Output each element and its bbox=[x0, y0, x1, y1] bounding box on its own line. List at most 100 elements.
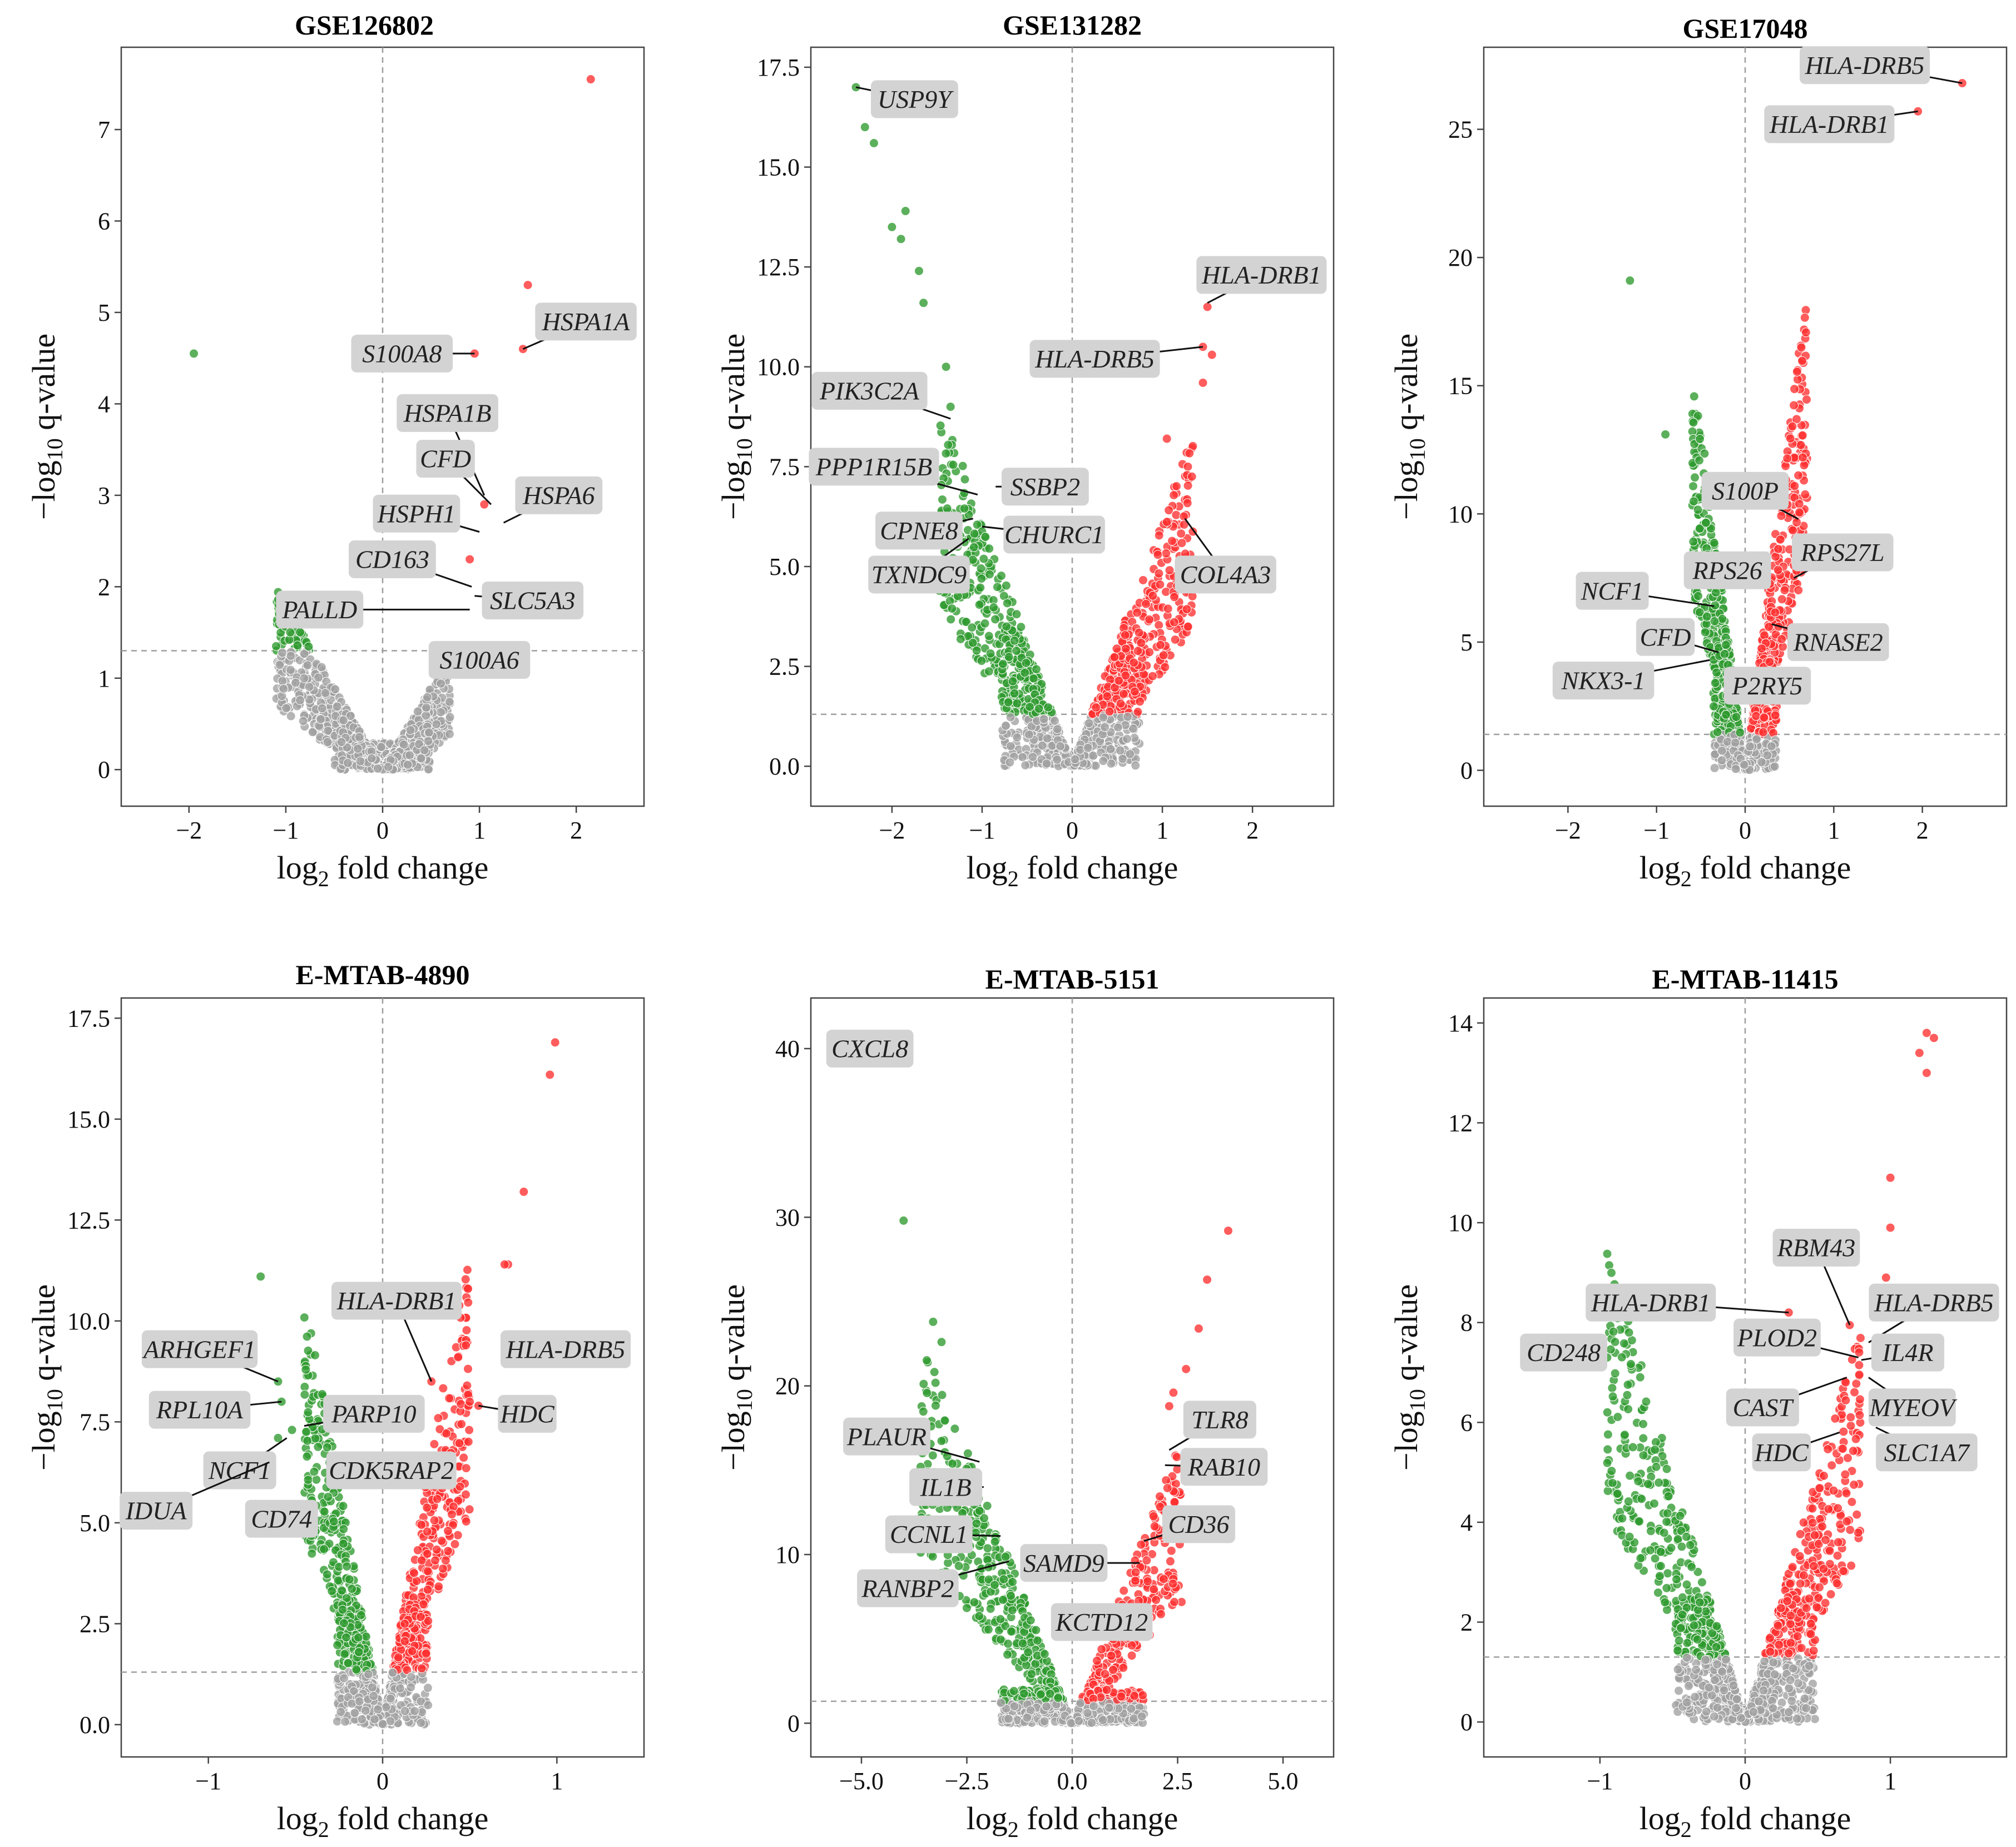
gene-point bbox=[1005, 712, 1016, 722]
gene-point bbox=[1145, 647, 1155, 657]
gene-point bbox=[1688, 418, 1698, 428]
gene-point bbox=[349, 1686, 359, 1696]
gene-point bbox=[1731, 764, 1741, 774]
gene-point bbox=[422, 703, 432, 713]
panel-title: E-MTAB-4890 bbox=[296, 959, 470, 990]
gene-point bbox=[1148, 671, 1158, 681]
gene-label: HLA-DRB1 bbox=[1769, 110, 1889, 138]
gene-point-outlier bbox=[586, 75, 596, 85]
gene-point bbox=[1802, 395, 1812, 405]
y-tick-label: 0.0 bbox=[769, 753, 800, 780]
gene-point bbox=[1797, 430, 1807, 440]
y-axis-label: −log10 q-value bbox=[26, 1284, 67, 1471]
gene-point bbox=[1104, 707, 1115, 717]
y-axis-label: −log10 q-value bbox=[1388, 334, 1430, 520]
gene-point bbox=[462, 1381, 472, 1391]
gene-point bbox=[1722, 737, 1732, 747]
gene-point bbox=[304, 682, 314, 692]
gene-point bbox=[436, 707, 446, 717]
gene-point bbox=[332, 1716, 342, 1726]
volcano-panel-4: E-MTAB-4890−1 0 10.02.55.07.510.012.515.01… bbox=[26, 959, 645, 1842]
gene-label-box bbox=[397, 394, 498, 432]
gene-point bbox=[436, 678, 446, 688]
gene-point bbox=[464, 1425, 474, 1435]
gene-point bbox=[1701, 518, 1711, 528]
gene-point bbox=[1009, 635, 1019, 646]
gene-point bbox=[347, 1584, 357, 1594]
gene-point bbox=[1148, 590, 1158, 600]
gene-point bbox=[453, 1352, 463, 1362]
gene-point bbox=[1796, 420, 1806, 430]
gene-point bbox=[1134, 628, 1144, 638]
data-points bbox=[189, 75, 596, 774]
gene-point bbox=[1037, 741, 1047, 751]
gene-point bbox=[440, 1556, 450, 1566]
gene-point bbox=[432, 1494, 442, 1504]
gene-point bbox=[1083, 743, 1093, 753]
gene-point bbox=[1162, 517, 1172, 527]
gene-label-box bbox=[1175, 555, 1276, 594]
gene-point bbox=[303, 1475, 313, 1485]
gene-point bbox=[1182, 604, 1192, 614]
gene-point bbox=[1005, 757, 1015, 767]
gene-point bbox=[299, 1313, 309, 1323]
gene-label: CD163 bbox=[355, 545, 429, 574]
gene-point bbox=[1135, 697, 1145, 707]
y-tick-label: 7 bbox=[98, 116, 110, 143]
gene-point bbox=[1720, 649, 1730, 659]
gene-point bbox=[409, 1568, 419, 1578]
gene-label-box bbox=[811, 371, 928, 410]
volcano-panel-2: GSE131282−2 −1 0 1 20.02.55.07.510.012.515.0… bbox=[715, 9, 1335, 891]
gene-point bbox=[1016, 622, 1026, 632]
gene-point bbox=[341, 1593, 351, 1603]
x-tick-label: −2 bbox=[176, 817, 202, 844]
x-tick-label: 2 bbox=[570, 817, 582, 844]
gene-point bbox=[1794, 508, 1804, 518]
gene-point bbox=[293, 641, 303, 651]
gene-point bbox=[443, 1526, 453, 1536]
gene-point bbox=[1721, 710, 1731, 720]
gene-point bbox=[444, 697, 454, 707]
gene-label-box bbox=[1552, 662, 1655, 700]
gene-point bbox=[405, 750, 415, 760]
gene-point bbox=[309, 1467, 319, 1477]
gene-point bbox=[304, 642, 314, 652]
y-tick-label: 0.0 bbox=[80, 1711, 110, 1739]
gene-point bbox=[1796, 342, 1806, 352]
gene-point bbox=[319, 1544, 329, 1554]
gene-point bbox=[979, 554, 989, 564]
gene-point bbox=[969, 529, 979, 539]
x-tick-label: 1 bbox=[551, 1767, 563, 1795]
x-tick-label: 1 bbox=[1827, 817, 1840, 844]
gene-point bbox=[454, 1438, 464, 1448]
gene-point bbox=[1084, 718, 1094, 728]
gene-point bbox=[286, 665, 296, 675]
gene-point bbox=[1757, 643, 1767, 653]
gene-point bbox=[1730, 738, 1740, 748]
gene-point-outlier bbox=[860, 122, 870, 132]
gene-point bbox=[299, 673, 309, 683]
gene-point bbox=[302, 1332, 312, 1342]
x-tick-label: 1 bbox=[473, 817, 486, 844]
gene-label: NKX3-1 bbox=[1561, 667, 1646, 695]
gene-label-box bbox=[515, 476, 603, 514]
gene-point bbox=[316, 714, 326, 724]
gene-point bbox=[1116, 698, 1126, 708]
gene-point bbox=[958, 461, 968, 471]
gene-point bbox=[1136, 638, 1146, 648]
gene-point bbox=[1693, 505, 1703, 515]
y-tick-label: 17.5 bbox=[757, 54, 800, 81]
gene-label-box bbox=[875, 512, 963, 550]
gene-point bbox=[422, 1527, 432, 1537]
gene-point bbox=[977, 656, 987, 666]
gene-point bbox=[1133, 707, 1143, 717]
gene-point bbox=[308, 727, 318, 737]
gene-label-box bbox=[482, 581, 584, 619]
gene-point bbox=[1773, 565, 1783, 575]
y-tick-label: 5.0 bbox=[769, 553, 800, 580]
gene-point bbox=[1001, 580, 1011, 590]
gene-point bbox=[410, 1706, 420, 1716]
gene-point bbox=[337, 1586, 347, 1596]
gene-point bbox=[339, 1524, 349, 1534]
